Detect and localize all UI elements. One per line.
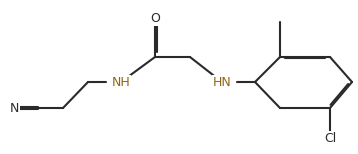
- Text: N: N: [9, 101, 19, 115]
- Text: HN: HN: [213, 75, 231, 89]
- Text: NH: NH: [112, 75, 130, 89]
- Text: O: O: [150, 12, 160, 24]
- Text: Cl: Cl: [324, 132, 336, 144]
